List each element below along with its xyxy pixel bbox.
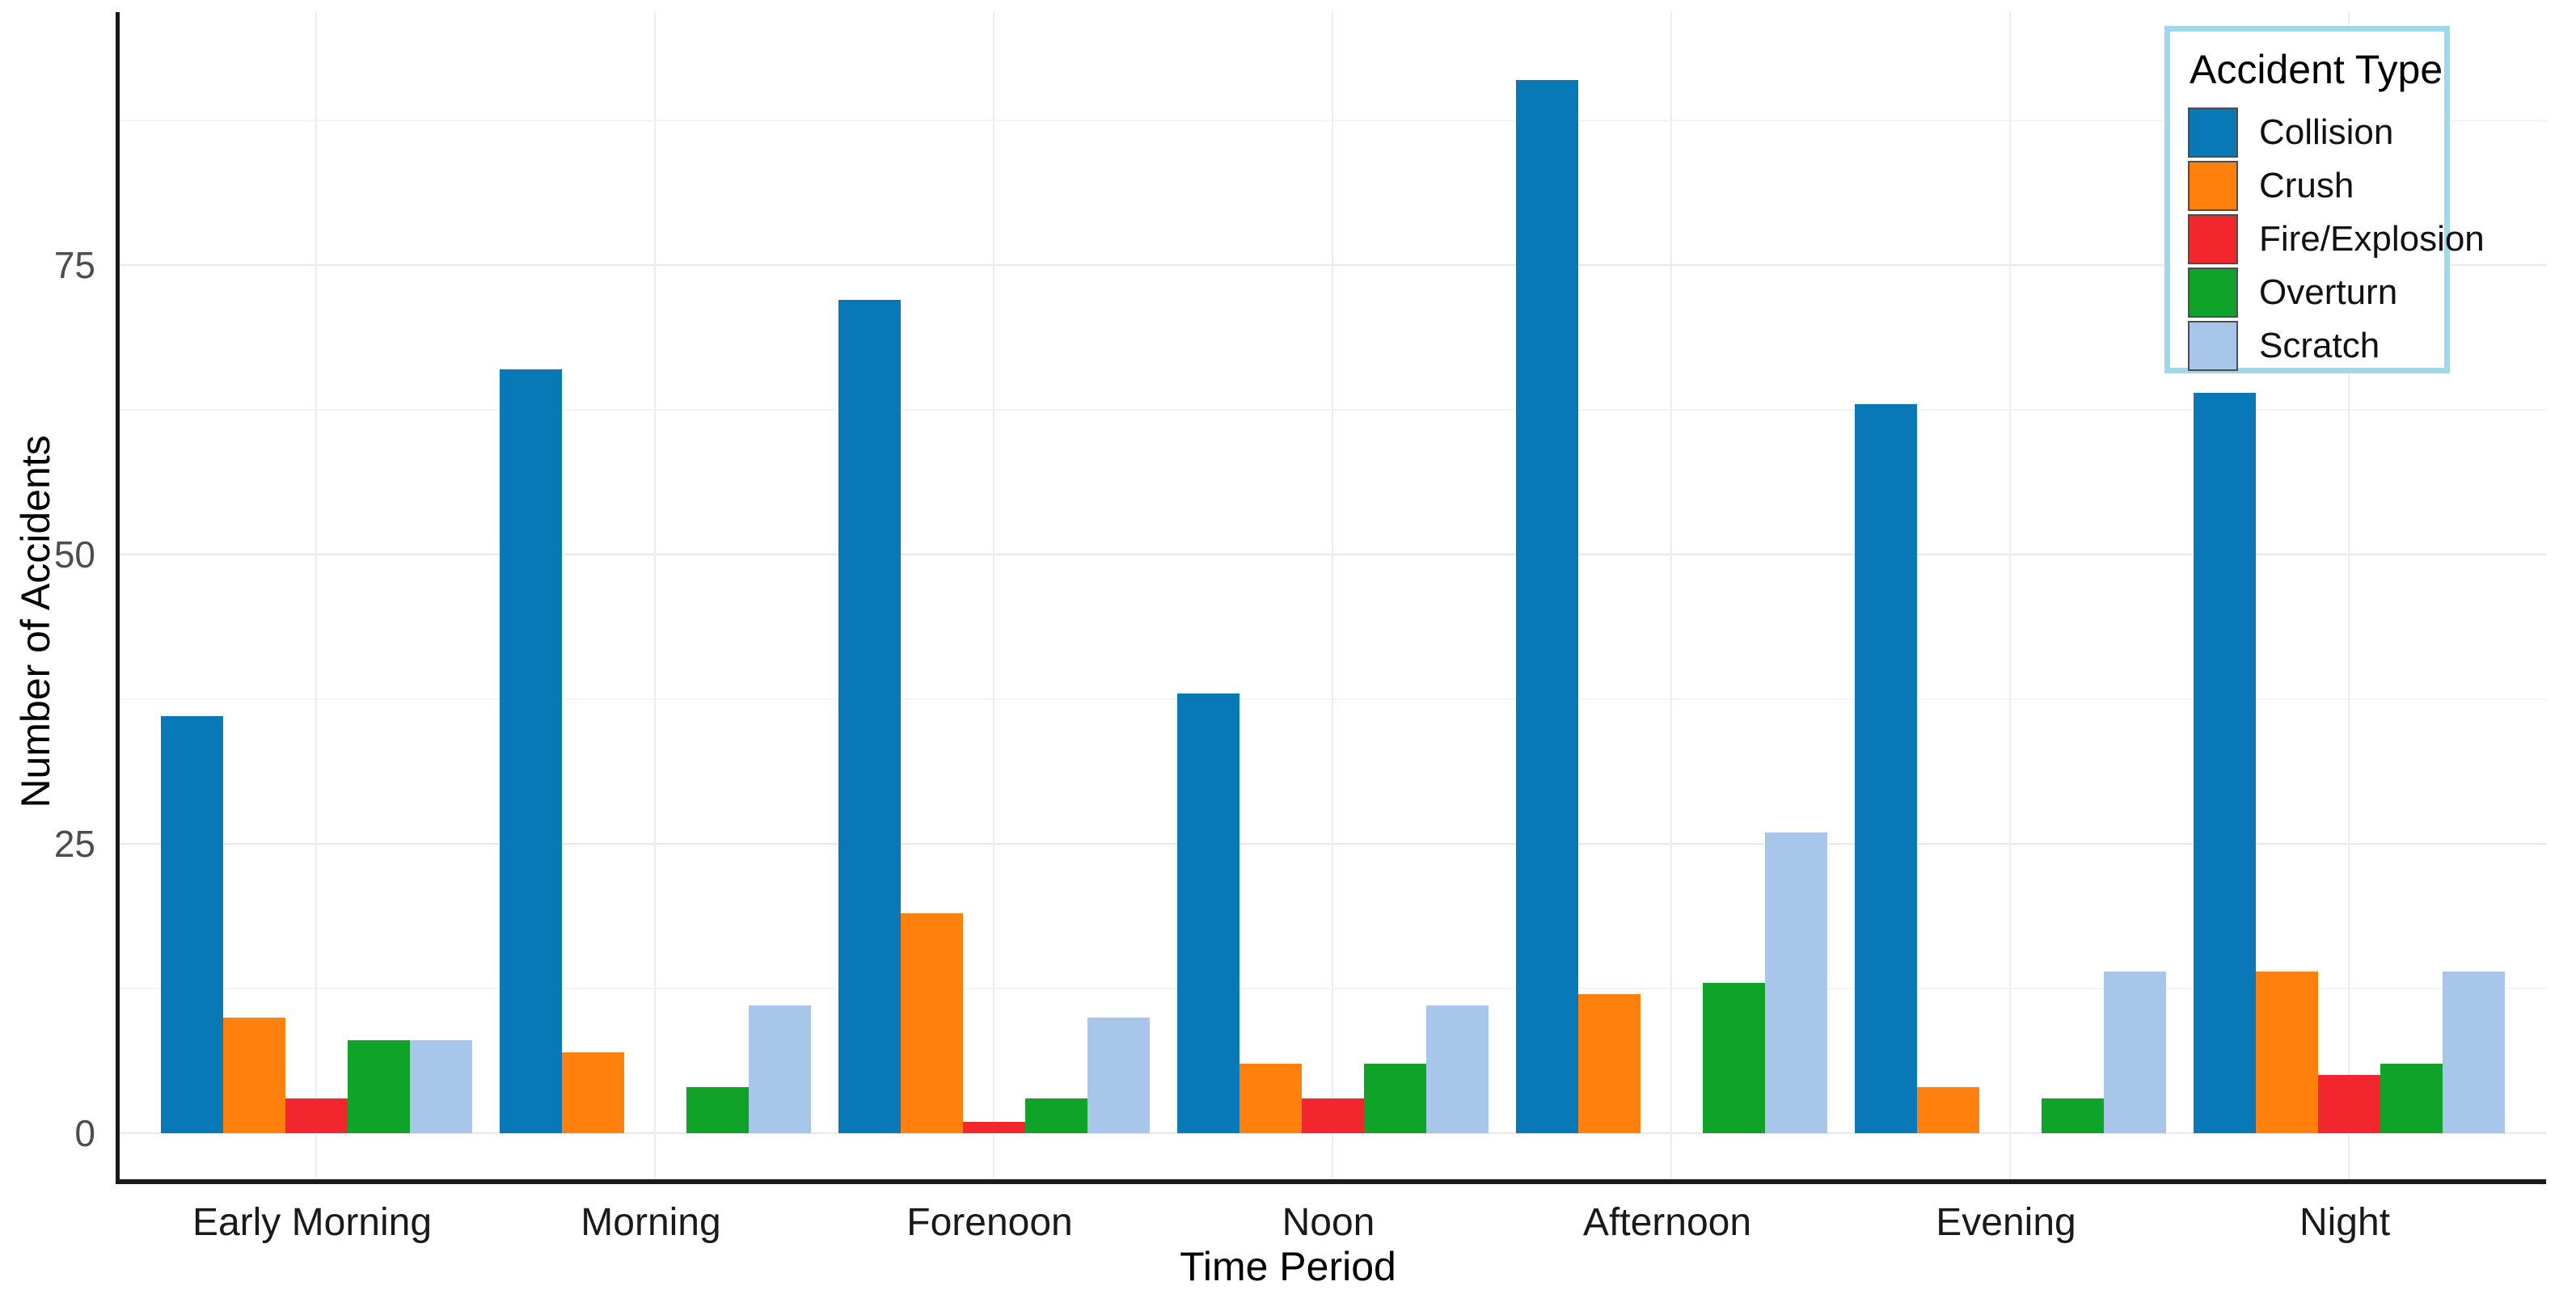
bar-noon-collision <box>1177 693 1239 1133</box>
bar-morning-collision <box>500 369 562 1133</box>
bar-forenoon-scratch <box>1087 1018 1150 1133</box>
legend-item-scratch: Scratch <box>2188 319 2444 373</box>
gridline-x-night <box>2348 12 2350 1179</box>
x-tick-label-morning: Morning <box>581 1201 721 1244</box>
bar-afternoon-crush <box>1578 994 1641 1133</box>
bar-afternoon-overturn <box>1703 983 1765 1133</box>
bar-noon-overturn <box>1364 1064 1426 1133</box>
bar-forenoon-overturn <box>1025 1098 1087 1133</box>
legend-item-fire-explosion: Fire/Explosion <box>2188 213 2485 266</box>
legend-item-label: Crush <box>2259 166 2354 205</box>
gridline-x-early-morning <box>315 12 317 1179</box>
legend-item-overturn: Overturn <box>2188 266 2444 319</box>
legend-item-label: Scratch <box>2259 326 2380 365</box>
x-tick-label-evening: Evening <box>1936 1201 2076 1244</box>
x-tick-label-early-morning: Early Morning <box>192 1201 433 1244</box>
bar-night-crush <box>2256 972 2318 1133</box>
bar-afternoon-collision <box>1516 80 1578 1133</box>
bar-night-collision <box>2194 393 2256 1133</box>
bar-early-morning-crush <box>223 1018 285 1133</box>
bar-night-scratch <box>2443 972 2505 1133</box>
bar-forenoon-crush <box>901 913 963 1133</box>
bar-evening-overturn <box>2042 1098 2104 1133</box>
legend-item-label: Overturn <box>2259 272 2398 312</box>
bar-afternoon-scratch <box>1765 833 1827 1133</box>
x-tick-label-noon: Noon <box>1282 1201 1375 1244</box>
legend-item-label: Fire/Explosion <box>2259 219 2485 259</box>
x-tick-label-forenoon: Forenoon <box>906 1201 1073 1244</box>
legend-title: Accident Type <box>2190 47 2443 92</box>
bar-evening-crush <box>1917 1087 1979 1133</box>
x-axis-title: Time Period <box>1180 1244 1396 1289</box>
bar-morning-scratch <box>749 1005 811 1133</box>
y-tick-label-0: 0 <box>74 1112 95 1154</box>
bar-morning-overturn <box>686 1087 749 1133</box>
y-tick-label-25: 25 <box>53 823 95 865</box>
y-tick-label-75: 75 <box>53 244 95 286</box>
bar-evening-collision <box>1855 404 1917 1133</box>
legend-swatch-icon <box>2188 321 2238 371</box>
gridline-x-noon <box>1332 12 1333 1179</box>
plot-area <box>116 12 2546 1184</box>
bar-noon-fire-explosion <box>1302 1098 1364 1133</box>
y-tick-label-50: 50 <box>53 533 95 575</box>
legend-swatch-icon <box>2188 108 2238 158</box>
bar-night-overturn <box>2380 1064 2443 1133</box>
bar-early-morning-collision <box>161 716 223 1133</box>
gridline-x-afternoon <box>1670 12 1672 1179</box>
gridline-x-evening <box>2009 12 2011 1179</box>
bar-evening-scratch <box>2104 972 2166 1133</box>
legend-item-collision: Collision <box>2188 106 2444 159</box>
bar-early-morning-fire-explosion <box>285 1098 348 1133</box>
bar-forenoon-fire-explosion <box>963 1122 1025 1133</box>
legend-box: Accident Type Collision Crush Fire/Explosi… <box>2164 26 2485 373</box>
gridline-x-morning <box>654 12 656 1179</box>
bar-noon-scratch <box>1426 1005 1489 1133</box>
bar-noon-crush <box>1239 1064 1302 1133</box>
y-axis-title: Number of Accidents <box>13 435 58 808</box>
legend-swatch-icon <box>2188 161 2238 211</box>
x-tick-label-night: Night <box>2299 1201 2391 1244</box>
legend-swatch-icon <box>2188 268 2238 318</box>
bar-early-morning-scratch <box>410 1040 472 1133</box>
bar-morning-crush <box>562 1052 624 1133</box>
bar-early-morning-overturn <box>348 1040 410 1133</box>
bar-night-fire-explosion <box>2318 1075 2380 1133</box>
x-tick-label-afternoon: Afternoon <box>1582 1201 1752 1244</box>
gridline-x-forenoon <box>993 12 995 1179</box>
legend-item-label: Collision <box>2259 112 2394 152</box>
legend-items: Collision Crush Fire/Explosion Overturn Scra… <box>2188 106 2485 373</box>
legend-item-crush: Crush <box>2188 159 2444 213</box>
bar-forenoon-collision <box>838 300 901 1133</box>
legend-swatch-icon <box>2188 214 2238 264</box>
